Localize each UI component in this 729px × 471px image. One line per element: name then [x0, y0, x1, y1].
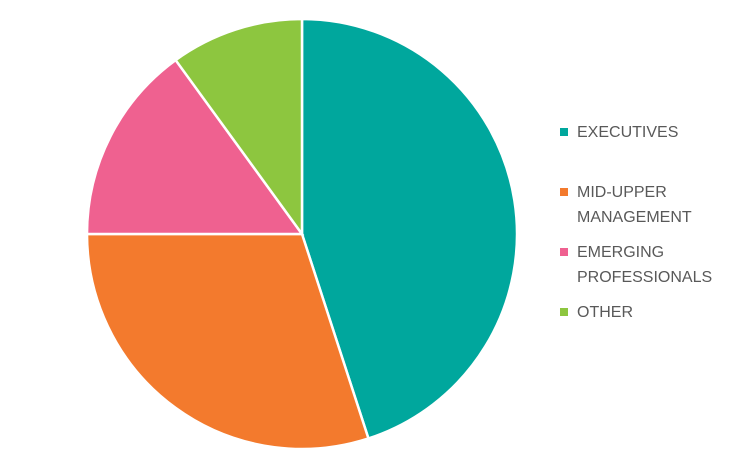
legend-item: OTHER — [560, 300, 720, 325]
legend-swatch — [560, 188, 568, 196]
legend-swatch — [560, 248, 568, 256]
legend-label: MID-UPPER MANAGEMENT — [577, 184, 692, 226]
legend-swatch — [560, 128, 568, 136]
legend-item: EXECUTIVES — [560, 120, 720, 145]
pie-slice — [300, 17, 519, 441]
legend-item: MID-UPPER MANAGEMENT — [560, 180, 720, 230]
legend-item: EMERGING PROFESSIONALS — [560, 240, 720, 290]
legend-label: EXECUTIVES — [577, 124, 679, 141]
pie-slice — [85, 232, 371, 451]
legend-label: EMERGING PROFESSIONALS — [577, 244, 713, 286]
pie-slice — [173, 17, 304, 238]
legend-label: OTHER — [577, 304, 633, 321]
legend-swatch — [560, 308, 568, 316]
pie-slice — [85, 58, 305, 236]
